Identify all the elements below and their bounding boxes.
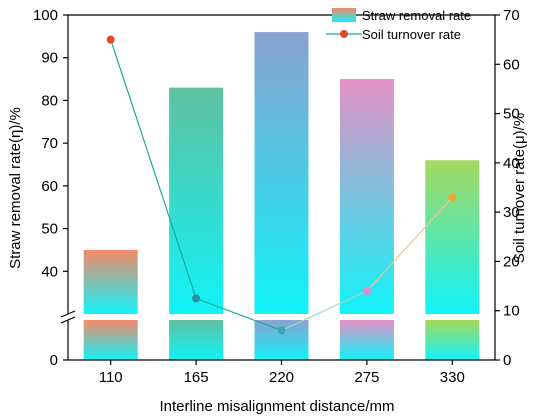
line-series xyxy=(106,35,457,335)
bar-lower xyxy=(83,320,138,360)
y-tick-label: 60 xyxy=(41,178,58,195)
legend-line-marker xyxy=(340,30,348,38)
y2-tick-label: 0 xyxy=(503,352,511,369)
legend-line-label: Soil turnover rate xyxy=(362,27,461,42)
bar-lower xyxy=(169,320,224,360)
line-segment xyxy=(195,297,282,331)
line-segment xyxy=(281,290,368,331)
bar-lower xyxy=(339,320,394,360)
bar-lower xyxy=(425,320,480,360)
line-segment xyxy=(110,39,197,299)
x-tick-label: 165 xyxy=(184,369,209,386)
bar-upper xyxy=(254,32,309,314)
legend-bar-label: Straw removal rate xyxy=(362,8,471,23)
y-tick-label: 70 xyxy=(41,135,58,152)
y-axis-title: Straw removal rate(η)/% xyxy=(7,107,24,269)
y2-tick-label: 60 xyxy=(503,56,520,73)
line-point xyxy=(106,35,115,44)
y-tick-label: 40 xyxy=(41,263,58,280)
bar-lower xyxy=(254,320,309,360)
y2-tick-label: 10 xyxy=(503,303,520,320)
y2-tick-label: 20 xyxy=(503,253,520,270)
legend: Straw removal rate Soil turnover rate xyxy=(326,8,471,42)
bar-upper xyxy=(169,87,224,314)
y-tick-label: 0 xyxy=(50,352,58,369)
x-tick-label: 220 xyxy=(269,369,294,386)
line-point xyxy=(448,193,457,202)
x-tick-label: 275 xyxy=(354,369,379,386)
y2-tick-label: 40 xyxy=(503,155,520,172)
y2-tick-label: 30 xyxy=(503,204,520,221)
y-tick-label: 90 xyxy=(41,50,58,67)
axis-break-mark xyxy=(60,316,76,324)
legend-bar-swatch xyxy=(332,8,356,22)
line-point xyxy=(192,294,201,303)
bar-series xyxy=(83,32,480,360)
bar-upper xyxy=(83,249,138,314)
x-tick-label: 330 xyxy=(440,369,465,386)
y2-tick-label: 70 xyxy=(503,7,520,24)
axes: 0 40 50 60 70 80 90 100 0 10 20 30 40 50 60 70 110 165 220… xyxy=(33,7,520,386)
bar-upper xyxy=(339,79,394,314)
bar-upper xyxy=(425,160,480,314)
y-tick-label: 100 xyxy=(33,7,58,24)
axis-break-mark xyxy=(60,310,76,318)
y-tick-label: 50 xyxy=(41,221,58,238)
y-tick-label: 80 xyxy=(41,92,58,109)
y2-axis-title: Soil turnover rate(μ)/% xyxy=(511,113,528,263)
y2-tick-label: 50 xyxy=(503,106,520,123)
x-tick-label: 110 xyxy=(99,369,123,386)
line-segment xyxy=(366,196,453,292)
line-point xyxy=(277,326,286,335)
line-point xyxy=(362,287,371,295)
x-axis-title: Interline misalignment distance/mm xyxy=(159,398,394,415)
